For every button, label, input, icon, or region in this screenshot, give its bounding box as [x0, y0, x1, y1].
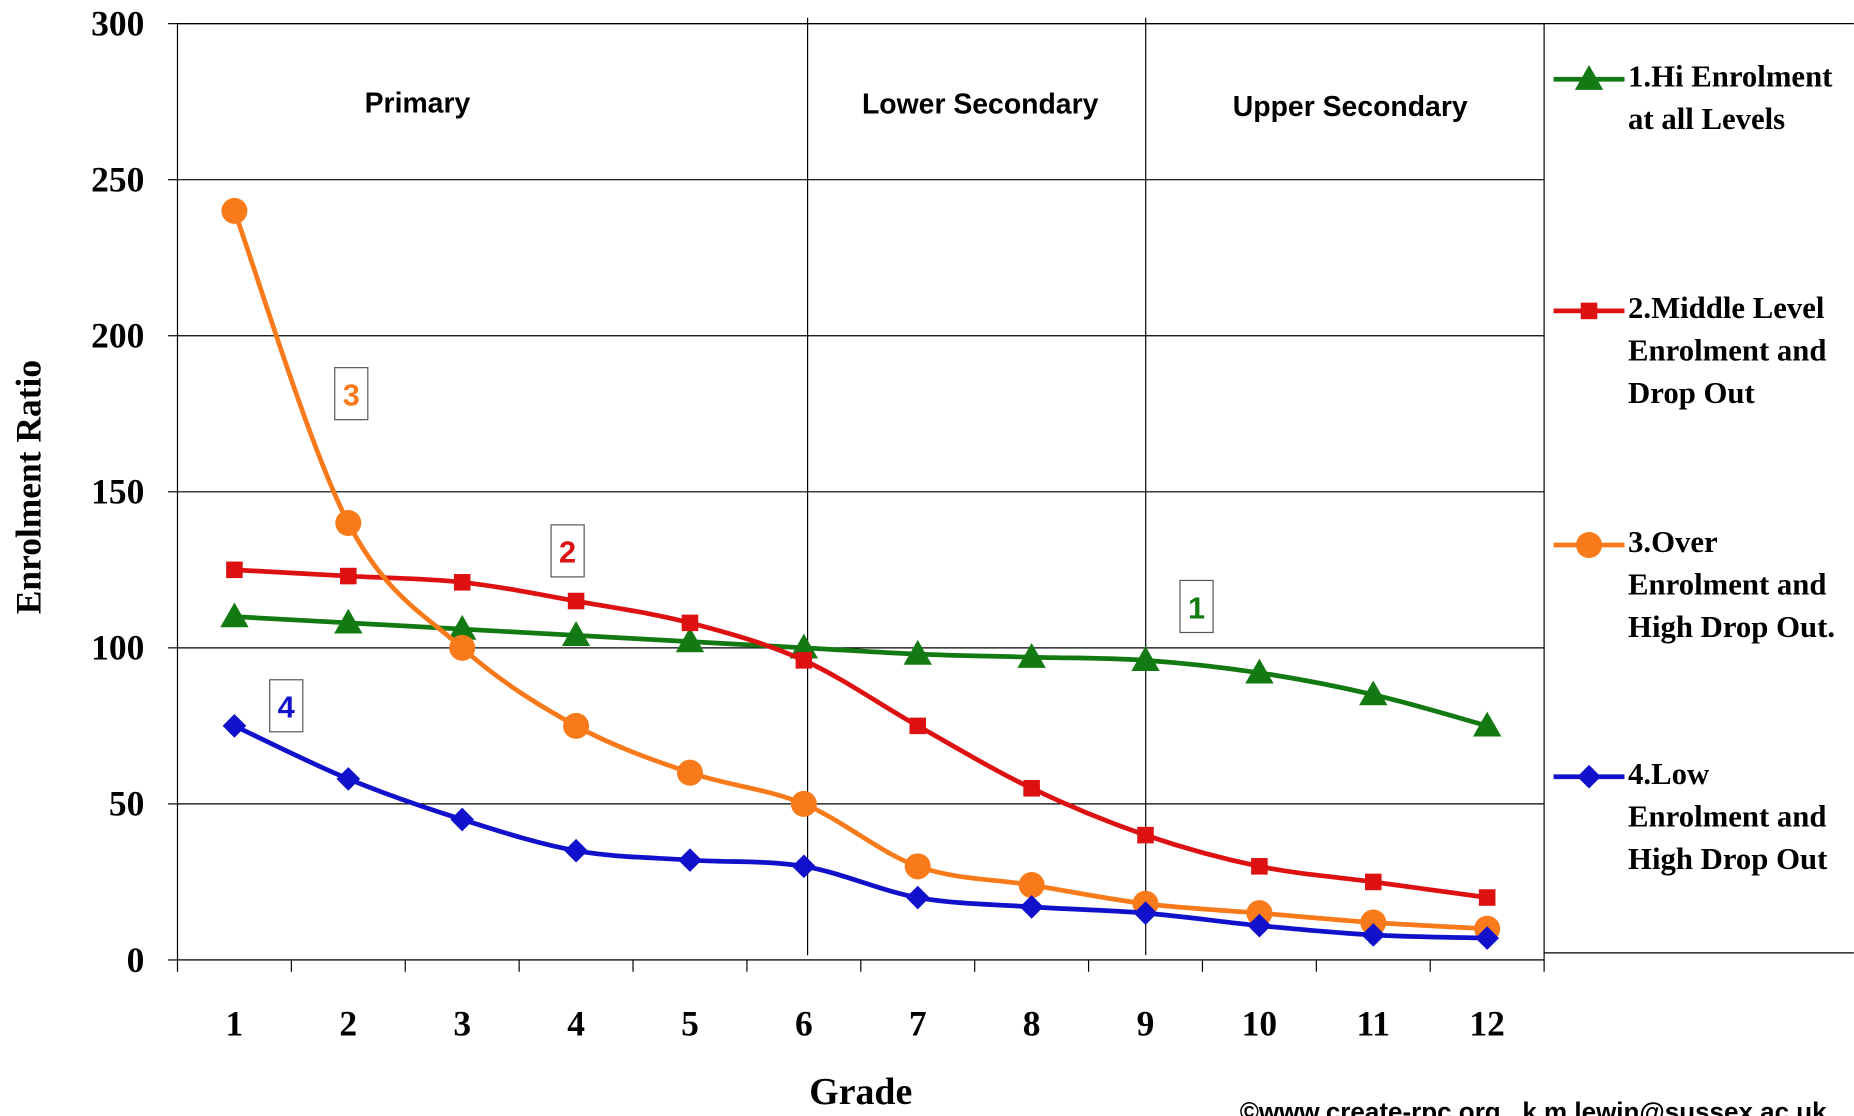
data-point — [453, 574, 471, 591]
data-point — [1018, 872, 1045, 899]
legend-marker — [1576, 531, 1603, 558]
data-point — [905, 885, 930, 910]
data-point — [221, 197, 248, 224]
series — [221, 197, 1501, 942]
series — [220, 602, 1502, 737]
x-tick-label: 10 — [1242, 1004, 1277, 1044]
series — [222, 714, 1499, 950]
data-point — [678, 848, 702, 872]
data-point — [220, 602, 249, 628]
legend-label: 3.Over Enrolment and High Drop Out. — [1628, 524, 1836, 645]
x-tick-label: 12 — [1469, 1004, 1504, 1044]
annotation-box — [1179, 579, 1214, 634]
data-point — [1247, 913, 1272, 938]
x-tick-label: 8 — [1023, 1004, 1041, 1044]
data-point — [449, 634, 476, 661]
data-point — [909, 717, 927, 735]
data-point — [336, 767, 361, 791]
data-point — [1131, 646, 1160, 671]
data-point — [561, 621, 591, 647]
y-tick-label: 50 — [109, 784, 144, 824]
data-point — [1019, 895, 1044, 919]
annotation: 1 — [1188, 590, 1205, 625]
data-point — [1361, 923, 1386, 947]
credit: ©www.create-rpc.org , k.m.lewin@sussex.a… — [1240, 1097, 1827, 1116]
x-tick-label: 4 — [567, 1004, 585, 1044]
data-point — [222, 714, 247, 738]
data-point — [1475, 926, 1499, 950]
x-tick-label: 3 — [453, 1004, 471, 1044]
data-point — [1251, 858, 1268, 875]
x-tick-label: 9 — [1137, 1004, 1155, 1044]
data-point — [904, 853, 931, 880]
data-point — [790, 790, 817, 817]
data-point — [795, 652, 813, 669]
x-tick-label: 2 — [339, 1004, 357, 1044]
x-tick-label: 7 — [909, 1004, 927, 1044]
annotation: 3 — [343, 377, 360, 412]
series-line — [234, 614, 1488, 729]
legend-label: 4.Low Enrolment and High Drop Out — [1628, 756, 1828, 877]
data-point — [335, 510, 362, 537]
legend-item: 3.Over Enrolment and High Drop Out. — [1628, 524, 1836, 645]
y-tick-label: 250 — [91, 160, 144, 200]
series — [226, 561, 1496, 906]
data-point — [567, 592, 585, 610]
section-label: Primary — [365, 87, 471, 119]
data-point — [1246, 900, 1273, 927]
data-point — [448, 614, 477, 640]
legend-item: 2.Middle Level Enrolment and Drop Out — [1628, 290, 1827, 411]
y-tick-label: 100 — [91, 628, 144, 668]
data-point — [1137, 826, 1154, 844]
data-point — [340, 567, 357, 585]
legend-item: 4.Low Enrolment and High Drop Out — [1628, 756, 1828, 877]
annotation-box — [269, 679, 304, 733]
legend-label: 1.Hi Enrolment at all Levels — [1628, 59, 1833, 136]
data-point — [1365, 873, 1382, 891]
data-point — [1478, 889, 1496, 906]
data-point — [903, 639, 932, 665]
legend-marker — [1574, 65, 1604, 90]
y-tick-label: 200 — [91, 316, 144, 356]
y-tick-label: 0 — [127, 940, 145, 980]
legend-label: 2.Middle Level Enrolment and Drop Out — [1628, 290, 1827, 411]
y-tick-label: 150 — [91, 472, 144, 512]
data-point — [334, 608, 363, 634]
x-tick-label: 11 — [1357, 1004, 1391, 1044]
annotation: 2 — [559, 535, 576, 570]
series-line — [233, 723, 1488, 941]
x-tick-label: 1 — [226, 1004, 244, 1044]
data-point — [1245, 658, 1274, 684]
annotation-box — [334, 367, 369, 421]
data-point — [564, 838, 588, 863]
data-point — [1472, 711, 1502, 737]
data-point — [792, 854, 816, 879]
annotation-box — [550, 524, 585, 578]
annotation: 4 — [278, 690, 295, 725]
data-point — [563, 712, 590, 739]
section-label: Upper Secondary — [1233, 91, 1468, 123]
x-axis-label: Grade — [809, 1071, 912, 1113]
data-point — [676, 759, 703, 786]
legend-marker — [1577, 764, 1601, 789]
series-line — [234, 567, 1488, 900]
data-point — [1017, 643, 1046, 668]
x-tick-label: 6 — [795, 1004, 813, 1044]
data-point — [1359, 680, 1388, 706]
series-line — [232, 210, 1488, 932]
y-tick-label: 300 — [91, 3, 144, 43]
data-point — [1023, 780, 1040, 797]
section-label: Lower Secondary — [862, 88, 1099, 120]
data-point — [450, 807, 475, 832]
data-point — [1360, 909, 1387, 936]
legend-marker — [1580, 302, 1598, 320]
x-tick-label: 5 — [681, 1004, 699, 1044]
data-point — [675, 627, 705, 653]
legend-item: 1.Hi Enrolment at all Levels — [1628, 59, 1833, 136]
data-point — [226, 561, 243, 579]
y-axis-label: Enrolment Ratio — [8, 360, 48, 614]
data-point — [681, 614, 699, 632]
